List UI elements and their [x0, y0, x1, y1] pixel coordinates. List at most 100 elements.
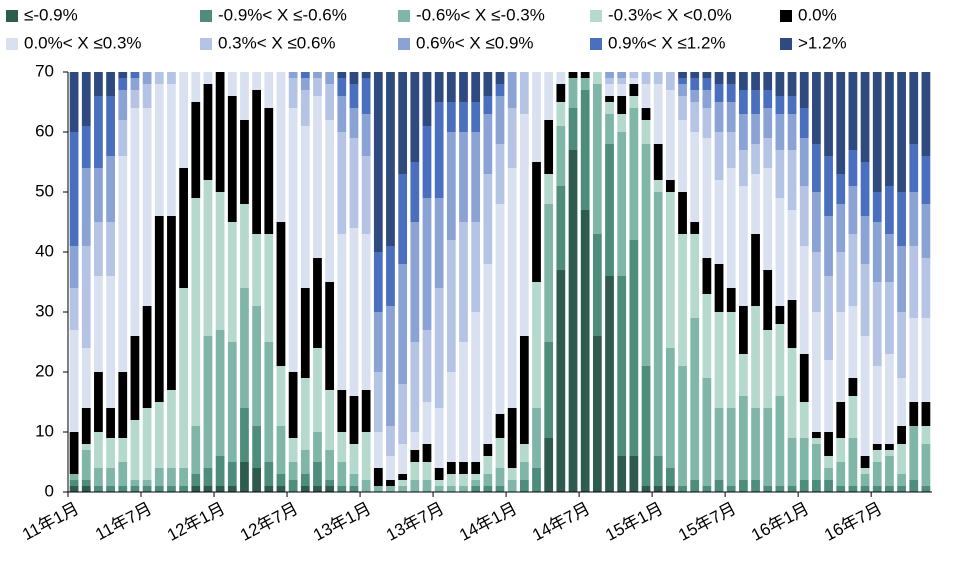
bar-segment	[398, 384, 408, 444]
bar-segment	[897, 192, 906, 246]
bar-segment	[775, 486, 785, 492]
bar-segment	[665, 180, 675, 192]
bar-segment	[240, 204, 249, 288]
bar-segment	[398, 174, 408, 264]
bar-segment	[495, 84, 505, 96]
bar-segment	[264, 462, 274, 486]
bar-segment	[106, 276, 115, 408]
bar-segment	[519, 444, 529, 462]
bar-segment	[714, 264, 724, 312]
bar-segment	[848, 396, 858, 438]
bar-segment	[337, 72, 347, 78]
bar-segment	[872, 444, 882, 450]
bar-segment	[738, 354, 748, 396]
bar-segment	[799, 438, 809, 480]
bar-segment	[471, 72, 481, 102]
bar-segment	[921, 318, 931, 402]
x-tick-label: 16年1月	[748, 499, 812, 545]
bar-segment	[69, 480, 79, 486]
bar-segment	[629, 78, 639, 84]
bar-segment	[191, 72, 201, 102]
bar-segment	[775, 114, 785, 150]
bar-segment	[872, 450, 882, 462]
bar-segment	[118, 78, 128, 90]
bar-segment	[130, 336, 140, 420]
bar-segment	[434, 198, 444, 288]
bar-segment	[361, 156, 371, 234]
bar-segment	[909, 426, 919, 480]
bar-segment	[702, 486, 712, 492]
bar-segment	[568, 150, 578, 492]
bar-segment	[617, 132, 627, 276]
bar-segment	[763, 408, 773, 486]
bar-segment	[726, 72, 736, 84]
bar-segment	[386, 426, 395, 456]
bar-segment	[690, 102, 700, 132]
bar-segment	[349, 486, 359, 492]
bar-segment	[398, 444, 408, 474]
bar-segment	[665, 90, 675, 180]
bar-segment	[872, 282, 882, 366]
bar-segment	[617, 84, 627, 96]
bar-segment	[373, 372, 383, 432]
bar-segment	[872, 72, 882, 192]
bar-segment	[641, 72, 651, 84]
bar-segment	[519, 336, 529, 444]
bar-segment	[106, 222, 115, 276]
bar-segment	[313, 486, 322, 492]
bar-segment	[507, 480, 517, 492]
bar-segment	[118, 486, 128, 492]
bar-segment	[434, 468, 444, 480]
bar-segment	[702, 138, 712, 258]
x-tick-label: 15年1月	[602, 499, 666, 545]
bar-segment	[203, 180, 213, 336]
bar-segment	[580, 72, 590, 78]
bar-segment	[422, 480, 432, 492]
bar-segment	[921, 402, 931, 426]
bar-segment	[69, 432, 79, 474]
bar-segment	[787, 300, 797, 348]
legend-label: 0.0%	[798, 5, 837, 24]
bar-segment	[824, 456, 833, 468]
bar-segment	[824, 468, 833, 480]
legend-label: 0.6%< X ≤0.9%	[416, 33, 534, 52]
bar-segment	[751, 144, 760, 174]
bar-segment	[410, 450, 420, 462]
bar-segment	[191, 474, 201, 486]
bar-segment	[422, 198, 432, 330]
bar-segment	[94, 432, 103, 468]
bar-segment	[349, 228, 359, 396]
y-tick-label: 60	[35, 121, 54, 140]
bar-segment	[909, 192, 919, 246]
legend-label: -0.3%< X <0.0%	[608, 5, 732, 24]
bar-segment	[398, 474, 408, 480]
bar-segment	[264, 342, 274, 462]
bar-segment	[702, 78, 712, 90]
bar-segment	[313, 432, 322, 462]
bar-segment	[154, 468, 164, 486]
bar-segment	[787, 96, 797, 114]
bar-segment	[252, 306, 262, 426]
bar-segment	[799, 186, 809, 246]
bar-segment	[94, 72, 103, 96]
bar-segment	[909, 246, 919, 318]
bar-segment	[459, 72, 468, 102]
bar-segment	[702, 72, 712, 78]
bar-segment	[240, 462, 249, 492]
bar-segment	[325, 120, 335, 282]
bar-segment	[872, 462, 882, 486]
bar-segment	[897, 444, 906, 474]
bar-segment	[142, 306, 152, 408]
bar-segment	[860, 456, 870, 468]
bar-segment	[288, 438, 298, 462]
bar-segment	[690, 480, 700, 492]
bar-segment	[276, 474, 286, 486]
legend-label: >1.2%	[798, 33, 847, 52]
bar-segment	[142, 486, 152, 492]
bar-segment	[398, 264, 408, 384]
bar-segment	[106, 468, 115, 486]
bar-segment	[130, 480, 140, 486]
bar-segment	[702, 378, 712, 486]
bar-segment	[897, 72, 906, 192]
bar-segment	[787, 438, 797, 486]
